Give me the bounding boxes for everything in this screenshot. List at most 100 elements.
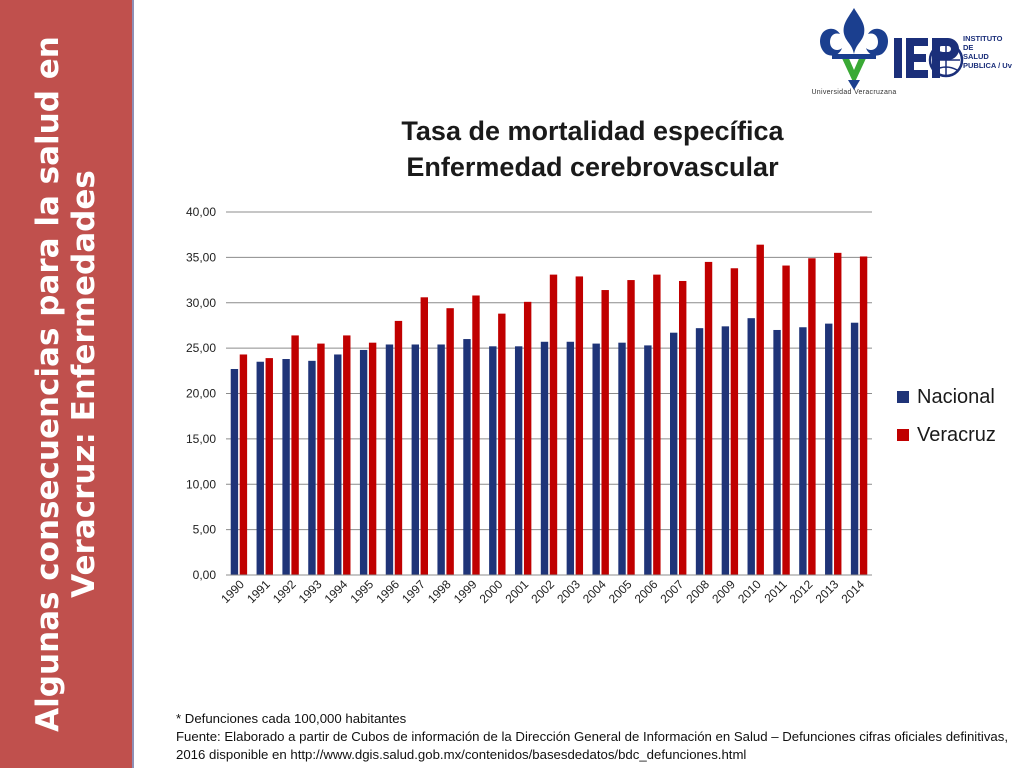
universidad-veracruzana-logo [820,8,888,90]
legend-swatch-nacional [897,391,909,403]
bar-veracruz-1995 [368,342,377,575]
bar-nacional-1996 [385,344,394,575]
uv-logo-caption: Universidad Veracruzana [811,89,897,96]
bar-veracruz-2009 [730,268,739,575]
x-tick-label: 2013 [813,577,842,606]
bar-veracruz-1997 [420,297,428,575]
legend-item-veracruz: Veracruz [897,416,996,454]
bar-veracruz-2013 [834,252,842,575]
bar-veracruz-2005 [627,280,635,575]
bar-veracruz-2002 [549,274,558,575]
footnote-units: * Defunciones cada 100,000 habitantes [176,711,407,726]
bar-nacional-2012 [799,327,807,575]
bar-nacional-2009 [721,326,730,575]
y-tick-label: 25,00 [186,341,216,355]
bar-nacional-1990 [230,368,239,575]
bar-veracruz-1992 [291,335,299,575]
isp-line-2: DE [963,43,974,52]
chart-title: Tasa de mortalidad específica Enfermedad… [320,113,865,185]
x-tick-label: 1990 [218,577,247,606]
bar-nacional-2008 [695,328,704,575]
bar-veracruz-2004 [601,290,609,575]
y-tick-label: 5,00 [193,523,217,537]
y-tick-label: 10,00 [186,477,216,491]
y-tick-label: 0,00 [193,568,217,582]
x-tick-label: 1999 [451,577,480,606]
instituto-salud-publica-logo [894,38,964,78]
x-tick-label: 2004 [580,577,609,606]
bar-veracruz-2007 [679,280,687,575]
x-tick-label: 2012 [787,577,816,606]
bar-nacional-2005 [618,342,626,575]
x-tick-label: 2009 [709,577,738,606]
x-tick-label: 1996 [373,577,402,606]
bar-veracruz-1998 [446,308,454,575]
isp-line-1: INSTITUTO [963,34,1003,43]
x-tick-label: 2008 [683,577,712,606]
x-tick-label: 2014 [838,577,867,606]
x-tick-label: 1991 [244,577,273,606]
x-tick-label: 2005 [606,577,635,606]
x-tick-label: 1994 [322,577,351,606]
y-tick-label: 30,00 [186,296,216,310]
chart-title-line-2: Enfermedad cerebrovascular [406,152,779,183]
bar-nacional-2013 [825,323,833,575]
bar-nacional-1994 [334,354,342,575]
y-tick-label: 40,00 [186,205,216,219]
x-tick-label: 1998 [425,577,454,606]
x-tick-label: 1995 [347,577,376,606]
bar-nacional-1992 [282,359,290,575]
x-tick-label: 1992 [270,577,299,606]
bar-nacional-2001 [514,346,523,575]
bar-nacional-2007 [670,332,678,575]
x-tick-label: 2001 [502,577,531,606]
legend-label-veracruz: Veracruz [917,423,996,446]
bar-veracruz-1999 [472,295,480,575]
chart-legend: Nacional Veracruz [897,378,996,454]
slide-title: Algunas consecuencias para la salud en V… [30,4,103,764]
bar-nacional-1997 [411,344,419,575]
bar-nacional-1995 [359,349,368,575]
legend-item-nacional: Nacional [897,378,996,416]
bar-veracruz-1994 [343,335,351,575]
footnote: * Defunciones cada 100,000 habitantes Fu… [176,710,1016,764]
x-tick-label: 2006 [632,577,661,606]
slide-title-line-2: Veracruz: Enfermedades [66,170,102,598]
bar-veracruz-2003 [575,276,584,575]
x-tick-label: 2011 [762,577,790,605]
legend-swatch-veracruz [897,429,909,441]
x-tick-label: 1997 [399,577,428,606]
bar-veracruz-1991 [265,358,273,575]
bar-nacional-2006 [644,345,652,575]
bar-veracruz-2000 [498,313,506,575]
x-tick-label: 2000 [477,577,506,606]
sidebar-panel: Algunas consecuencias para la salud en V… [0,0,134,768]
y-tick-label: 20,00 [186,387,216,401]
bar-veracruz-2011 [782,265,790,575]
x-tick-label: 2003 [554,577,583,606]
isp-line-4: PUBLICA / Uv [963,61,1012,70]
bar-nacional-2010 [747,318,755,575]
bar-nacional-2011 [773,329,781,575]
footnote-source-link: 2016 disponible en http://www.dgis.salud… [176,747,747,762]
legend-label-nacional: Nacional [917,385,995,408]
bar-nacional-2000 [489,346,497,575]
y-tick-label: 35,00 [186,250,216,264]
bar-chart: 0,00 5,00 10,00 15,00 20,00 25,00 30,00 35,00 40… [186,205,872,606]
bar-veracruz-1990 [239,354,248,575]
x-tick-label: 1993 [296,577,325,606]
bar-veracruz-1996 [394,320,403,575]
bar-nacional-1993 [308,360,316,575]
bar-nacional-2014 [850,322,859,575]
bar-veracruz-2010 [756,244,764,576]
bar-veracruz-2008 [704,261,713,575]
bar-nacional-1999 [463,339,471,575]
footnote-source: Fuente: Elaborado a partir de Cubos de i… [176,729,1009,744]
bar-nacional-2003 [566,341,575,575]
isp-logo-text: INSTITUTO DE SALUD PUBLICA / Uv [963,34,1012,70]
bar-nacional-2004 [592,343,600,575]
bar-nacional-2002 [540,341,549,575]
bar-nacional-1998 [437,344,445,575]
bar-veracruz-2001 [523,301,532,575]
bar-veracruz-2006 [653,274,661,575]
